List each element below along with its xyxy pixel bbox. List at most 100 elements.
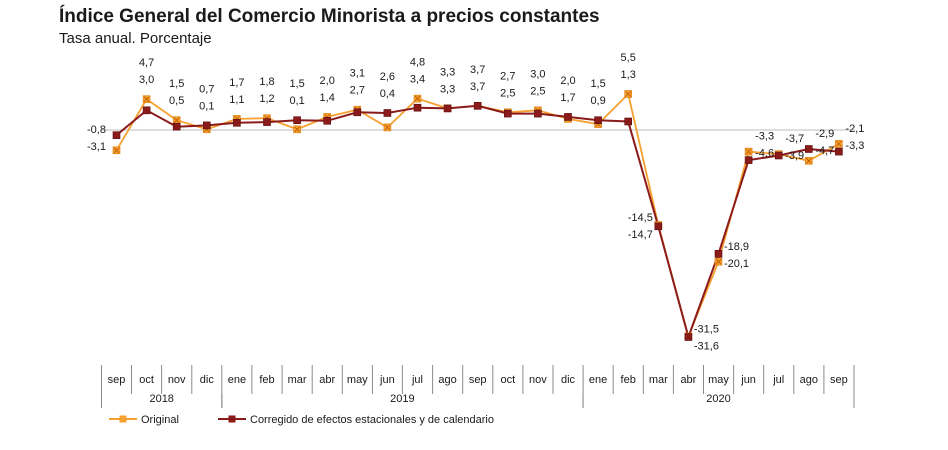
original-point-cross — [294, 126, 300, 133]
corrected-point — [624, 117, 633, 126]
corrected-point — [203, 121, 211, 130]
data-label: 0,9 — [590, 95, 605, 107]
original-point-cross — [113, 147, 120, 154]
x-tick-label: abr — [680, 374, 696, 386]
x-tick-label: may — [708, 374, 729, 386]
data-label: 1,7 — [229, 77, 244, 89]
corrected-point — [804, 145, 813, 153]
data-label: 1,1 — [229, 94, 244, 106]
data-label: -4,6 — [755, 148, 774, 160]
original-point-cross — [806, 158, 812, 164]
original-point-cross — [745, 148, 752, 155]
x-tick-label: nov — [529, 374, 547, 386]
data-label: 3,7 — [470, 81, 485, 93]
year-label: 2020 — [706, 393, 730, 405]
corrected-point — [233, 119, 241, 127]
data-label: 1,3 — [621, 69, 636, 81]
corrected-point — [473, 102, 482, 110]
corrected-point — [684, 333, 693, 341]
corrected-point — [744, 156, 753, 164]
corrected-point — [383, 109, 392, 117]
data-label: -2,9 — [815, 128, 834, 140]
corrected-point — [172, 122, 181, 131]
x-tick-label: nov — [168, 374, 186, 386]
corrected-point — [263, 118, 271, 126]
x-tick-label: mar — [649, 374, 668, 386]
x-tick-label: oct — [500, 374, 515, 386]
corrected-point — [534, 109, 542, 118]
corrected-point — [323, 117, 332, 125]
original-point-cross — [625, 91, 631, 97]
x-tick-label: ene — [589, 374, 607, 386]
original-point-cross — [173, 117, 180, 123]
data-label: 2,0 — [320, 75, 335, 87]
data-label: 3,3 — [440, 66, 455, 78]
chart-title: Índice General del Comercio Minorista a … — [59, 6, 600, 27]
data-label: 2,6 — [380, 71, 395, 83]
original-point-cross — [715, 258, 722, 265]
corrected-point — [835, 147, 843, 156]
data-label: 1,5 — [289, 78, 304, 90]
corrected-point — [503, 109, 512, 118]
data-label: 2,5 — [530, 85, 545, 97]
corrected-point — [413, 103, 422, 112]
legend-marker — [228, 415, 236, 423]
corrected-point — [293, 116, 301, 124]
data-label: 0,5 — [169, 95, 184, 107]
x-tick-label: dic — [200, 374, 215, 386]
corrected-point — [714, 250, 723, 258]
legend-marker — [119, 415, 127, 423]
data-label: -14,5 — [628, 212, 653, 224]
data-label: -20,1 — [724, 258, 749, 270]
original-point-cross — [836, 140, 842, 147]
x-tick-label: dic — [561, 374, 576, 386]
x-tick-label: sep — [469, 374, 487, 386]
data-label: 4,7 — [139, 57, 154, 69]
corrected-point — [594, 116, 602, 124]
corrected-point — [654, 222, 663, 231]
data-label: -18,9 — [724, 241, 749, 253]
data-label: 2,0 — [560, 75, 575, 87]
data-label: -4,7 — [815, 145, 834, 157]
data-label: 1,2 — [259, 93, 274, 105]
x-tick-label: feb — [259, 374, 274, 386]
x-tick-label: feb — [621, 374, 636, 386]
x-tick-label: jun — [379, 374, 395, 386]
data-label: 4,8 — [410, 57, 425, 69]
data-label: -3,7 — [785, 133, 804, 145]
data-label: 1,5 — [169, 78, 184, 90]
corrected-point — [443, 104, 452, 113]
data-label: 0,1 — [289, 95, 304, 107]
data-label: -3,3 — [755, 131, 774, 143]
data-label: 2,7 — [500, 70, 515, 82]
corrected-point — [353, 108, 362, 117]
x-tick-label: jul — [772, 374, 784, 386]
data-label: -3,1 — [87, 141, 106, 153]
data-label: 2,7 — [350, 85, 365, 97]
data-label: -31,5 — [694, 323, 719, 335]
data-label: 1,5 — [590, 78, 605, 90]
legend-corrected: Corregido de efectos estacionales y de c… — [218, 414, 494, 426]
data-label: 3,3 — [440, 83, 455, 95]
data-label: 2,5 — [500, 87, 515, 99]
x-tick-label: ago — [800, 374, 818, 386]
data-label: -3,3 — [845, 140, 864, 152]
series-corrected-line — [115, 104, 839, 341]
data-label: 0,7 — [199, 83, 214, 95]
year-label: 2019 — [390, 393, 414, 405]
data-label: 5,5 — [621, 52, 636, 64]
x-tick-label: ago — [438, 374, 456, 386]
original-point-cross — [143, 96, 150, 102]
data-label: -2,1 — [845, 123, 864, 135]
corrected-point — [142, 106, 151, 115]
x-tick-label: abr — [319, 374, 335, 386]
original-point-cross — [414, 95, 421, 102]
corrected-point — [112, 131, 121, 139]
legend-original: Original — [109, 414, 179, 426]
original-point-cross — [384, 124, 391, 131]
data-label: 3,0 — [139, 74, 154, 86]
data-label: 3,4 — [410, 74, 425, 86]
year-label: 2018 — [149, 393, 173, 405]
data-label: 0,4 — [380, 88, 395, 100]
legend-label: Corregido de efectos estacionales y de c… — [250, 414, 494, 426]
